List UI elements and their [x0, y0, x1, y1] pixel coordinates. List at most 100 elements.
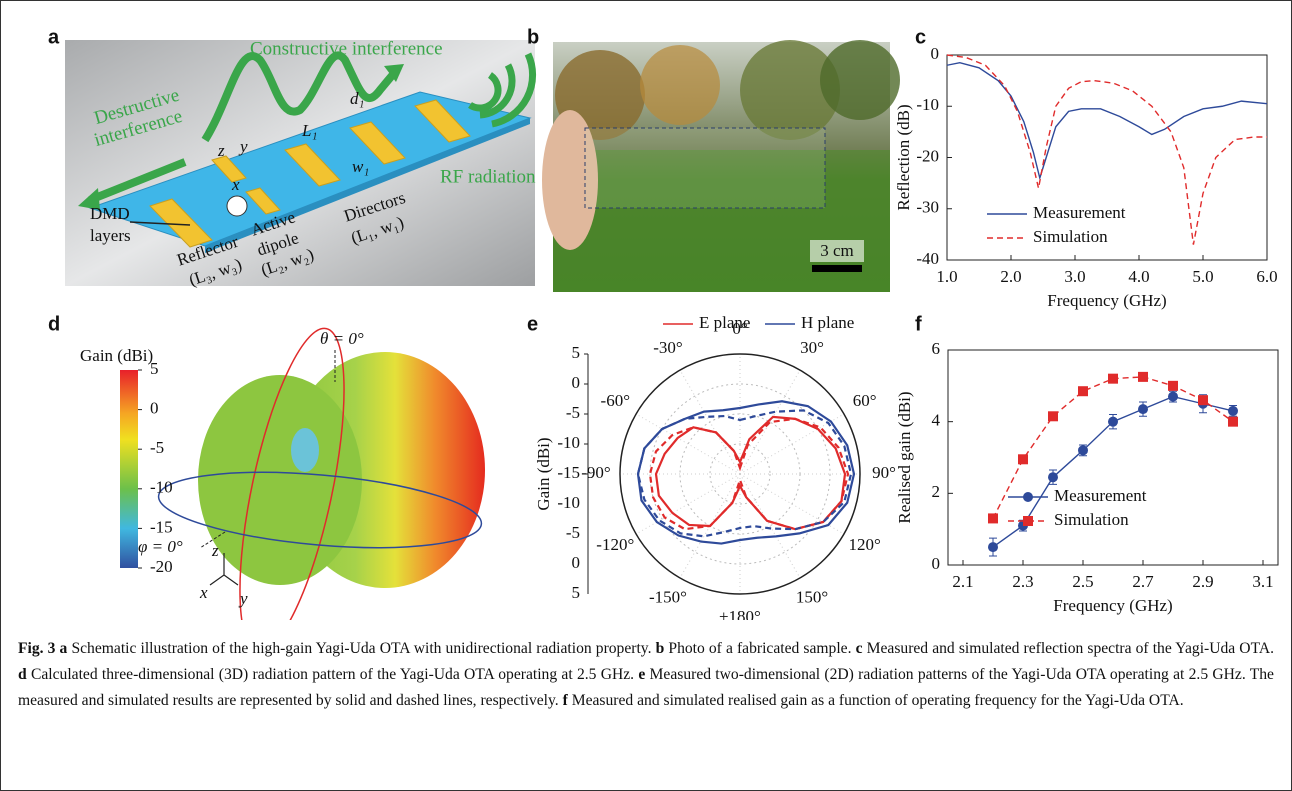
caption: Fig. 3 a Schematic illustration of the h… — [18, 636, 1274, 714]
r-tick-label: -10 — [557, 433, 580, 452]
schematic-label: RF radiation — [440, 166, 536, 187]
pattern-dip — [291, 428, 319, 472]
theta-tick-label: -90° — [581, 463, 610, 482]
angle-label: θ = 0° — [320, 329, 364, 348]
angle-label: φ = 0° — [138, 537, 183, 556]
y-tick-label: 2 — [932, 482, 941, 501]
caption-label: c — [856, 640, 863, 657]
legend-label: Measurement — [1033, 203, 1126, 222]
schematic-label: d₁ — [350, 89, 364, 108]
schematic-label: DMD — [90, 204, 130, 223]
legend-marker — [1023, 492, 1033, 502]
x-axis-label: Frequency (GHz) — [1047, 291, 1166, 310]
r-tick-label: -10 — [557, 493, 580, 512]
panel-label: c — [915, 26, 926, 48]
legend-label: E plane — [699, 313, 750, 332]
x-tick-label: 5.0 — [1192, 267, 1213, 286]
y-tick-label: 0 — [931, 44, 940, 63]
colorbar-tick-label: 0 — [150, 399, 159, 418]
colorbar — [120, 370, 138, 568]
tree — [820, 40, 900, 120]
legend-label: Simulation — [1033, 227, 1108, 246]
colorbar-tick-label: -5 — [150, 438, 164, 457]
x-axis-label: Frequency (GHz) — [1053, 596, 1172, 615]
panel-label: e — [527, 313, 538, 335]
theta-tick-label: 60° — [853, 391, 877, 410]
transparent-antenna — [585, 128, 825, 208]
r-tick-label: -5 — [566, 403, 580, 422]
legend-label: Simulation — [1054, 510, 1129, 529]
marker — [1228, 406, 1238, 416]
legend-label: Measurement — [1054, 486, 1147, 505]
marker — [1018, 454, 1028, 464]
theta-tick-label: -60° — [601, 391, 630, 410]
schematic-label: L₁ — [301, 121, 317, 140]
marker — [1078, 445, 1088, 455]
theta-tick-label: -30° — [653, 338, 682, 357]
marker — [1168, 381, 1178, 391]
panel-label: f — [915, 313, 922, 335]
marker — [1168, 392, 1178, 402]
panel-label: a — [48, 26, 60, 48]
x-tick-label: 6.0 — [1256, 267, 1277, 286]
spoke — [680, 370, 740, 474]
y-tick-label: 0 — [932, 554, 941, 573]
caption-text: Measured and simulated realised gain as … — [572, 692, 1184, 709]
spoke — [740, 370, 800, 474]
x-tick-label: 2.3 — [1012, 572, 1033, 591]
caption-label: e — [638, 666, 645, 683]
marker — [1048, 411, 1058, 421]
scale-label: 3 cm — [820, 241, 854, 260]
theta-tick-label: -120° — [596, 535, 634, 554]
axis-letter: z — [217, 141, 225, 160]
theta-tick-label: 150° — [796, 588, 828, 607]
colorbar-tick-label: -15 — [150, 517, 173, 536]
panel-label: d — [48, 313, 60, 335]
series-line — [947, 63, 1267, 178]
caption-label: Fig. 3 a — [18, 640, 67, 657]
x-tick-label: 2.9 — [1192, 572, 1213, 591]
marker — [988, 542, 998, 552]
y-axis-label: Gain (dBi) — [534, 437, 553, 510]
r-tick-label: 5 — [572, 343, 581, 362]
legend-label: H plane — [801, 313, 854, 332]
tree — [640, 45, 720, 125]
theta-tick-label: 90° — [872, 463, 896, 482]
figure: abcdefConstructive interferenceDestructi… — [0, 0, 1292, 620]
y-tick-label: -20 — [916, 146, 939, 165]
r-tick-label: 0 — [572, 553, 581, 572]
y-tick-label: 4 — [932, 411, 941, 430]
scale-bar — [812, 265, 862, 272]
colorbar-title: Gain (dBi) — [80, 346, 153, 365]
theta-tick-label: -150° — [649, 588, 687, 607]
schematic-label: layers — [90, 226, 131, 245]
x-tick-label: 1.0 — [936, 267, 957, 286]
r-tick-label: -15 — [557, 463, 580, 482]
marker — [1138, 372, 1148, 382]
axis-letter: y — [238, 589, 248, 608]
axis-letter: x — [199, 583, 208, 602]
x-tick-label: 2.5 — [1072, 572, 1093, 591]
r-tick-label: 5 — [572, 583, 581, 602]
marker — [988, 513, 998, 523]
axis-letter: z — [211, 541, 219, 560]
legend-marker — [1023, 516, 1033, 526]
pattern-lobe — [198, 375, 362, 585]
caption-label: f — [563, 692, 568, 709]
marker — [1138, 404, 1148, 414]
axis-letter: y — [238, 137, 248, 156]
marker — [1228, 417, 1238, 427]
r-tick-label: 0 — [572, 373, 581, 392]
colorbar-tick-label: 5 — [150, 359, 159, 378]
y-tick-label: -40 — [916, 249, 939, 268]
x-tick-label: 2.0 — [1000, 267, 1021, 286]
marker — [1048, 472, 1058, 482]
schematic-label: Constructive interference — [250, 38, 443, 59]
x-tick-label: 3.0 — [1064, 267, 1085, 286]
caption-text: Measured and simulated reflection spectr… — [867, 640, 1274, 657]
x-tick-label: 2.1 — [952, 572, 973, 591]
spoke — [636, 414, 740, 474]
caption-label: d — [18, 666, 27, 683]
marker — [1108, 417, 1118, 427]
polar-line — [656, 417, 845, 529]
